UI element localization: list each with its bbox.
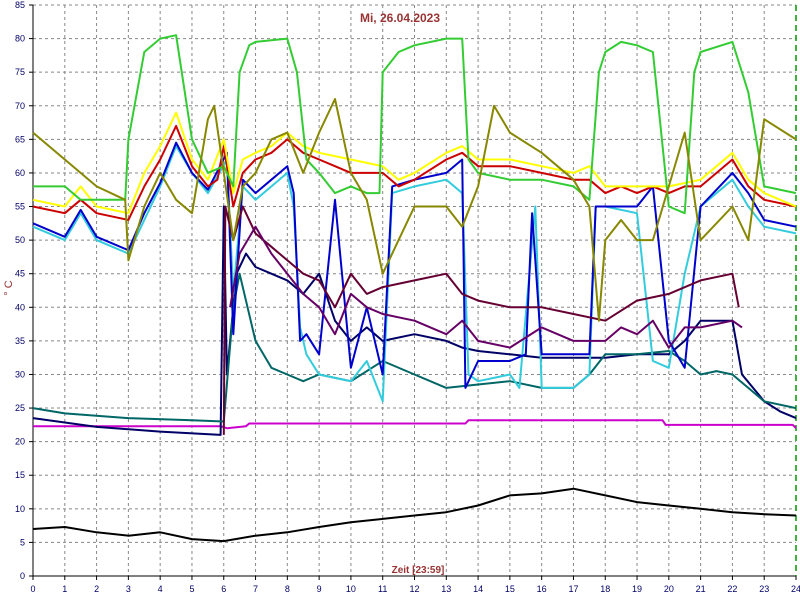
x-tick-label: 3: [126, 584, 131, 594]
y-tick-label: 60: [15, 168, 25, 178]
x-tick-label: 8: [285, 584, 290, 594]
y-tick-label: 0: [20, 571, 25, 581]
x-tick-label: 21: [696, 584, 706, 594]
y-tick-label: 45: [15, 269, 25, 279]
x-tick-label: 9: [317, 584, 322, 594]
chart-title: Mi, 26.04.2023: [360, 11, 440, 25]
y-tick-label: 15: [15, 470, 25, 480]
series-line: [32, 141, 797, 389]
y-axis-label: ° C: [3, 280, 15, 295]
y-tick-label: 85: [15, 0, 25, 10]
x-tick-label: 18: [600, 584, 610, 594]
x-tick-label: 0: [30, 584, 35, 594]
y-tick-label: 80: [15, 34, 25, 44]
x-tick-label: 17: [568, 584, 578, 594]
series-line: [33, 34, 797, 215]
x-tick-label: 20: [664, 584, 674, 594]
y-tick-label: 30: [15, 369, 25, 379]
x-tick-label: 16: [537, 584, 547, 594]
series-group: [32, 34, 797, 543]
x-tick-label: 4: [158, 584, 163, 594]
y-tick-label: 25: [15, 403, 25, 413]
y-tick-label: 70: [15, 101, 25, 111]
x-tick-label: 19: [632, 584, 642, 594]
axes: 0 1 2 3 4 5 6 7 8 9 10 11 12 13 14 15 16 17 18 19 20 21 22 23 24…: [15, 0, 800, 594]
x-tick-label: 14: [473, 584, 483, 594]
x-tick-label: 6: [221, 584, 226, 594]
x-tick-label: 10: [346, 584, 356, 594]
y-tick-label: 10: [15, 504, 25, 514]
x-tick-label: 11: [378, 584, 387, 594]
y-tick-label: 5: [20, 537, 25, 547]
x-tick-label: 23: [759, 584, 769, 594]
x-tick-label: 2: [94, 584, 99, 594]
x-tick-label: 13: [441, 584, 451, 594]
series-line: [229, 225, 743, 349]
y-tick-label: 35: [15, 336, 25, 346]
y-tick-label: 50: [15, 235, 25, 245]
x-axis-label: Zeit [23:59]: [392, 565, 445, 576]
y-tick-label: 75: [15, 67, 25, 77]
x-tick-label: 24: [791, 584, 800, 594]
grid: [33, 4, 796, 576]
series-line: [32, 124, 797, 221]
series-line: [32, 111, 797, 215]
y-tick-label: 65: [15, 134, 25, 144]
y-tick-label: 20: [15, 437, 25, 447]
x-tick-label: 7: [253, 584, 258, 594]
y-tick-label: 55: [15, 202, 25, 212]
series-line: [222, 205, 740, 435]
x-tick-label: 15: [505, 584, 515, 594]
series-line: [32, 98, 797, 322]
series-line: [32, 487, 797, 543]
x-tick-label: 5: [189, 584, 194, 594]
x-tick-label: 12: [409, 584, 419, 594]
x-tick-label: 22: [727, 584, 737, 594]
x-tick-label: 1: [62, 584, 67, 594]
y-tick-label: 40: [15, 302, 25, 312]
